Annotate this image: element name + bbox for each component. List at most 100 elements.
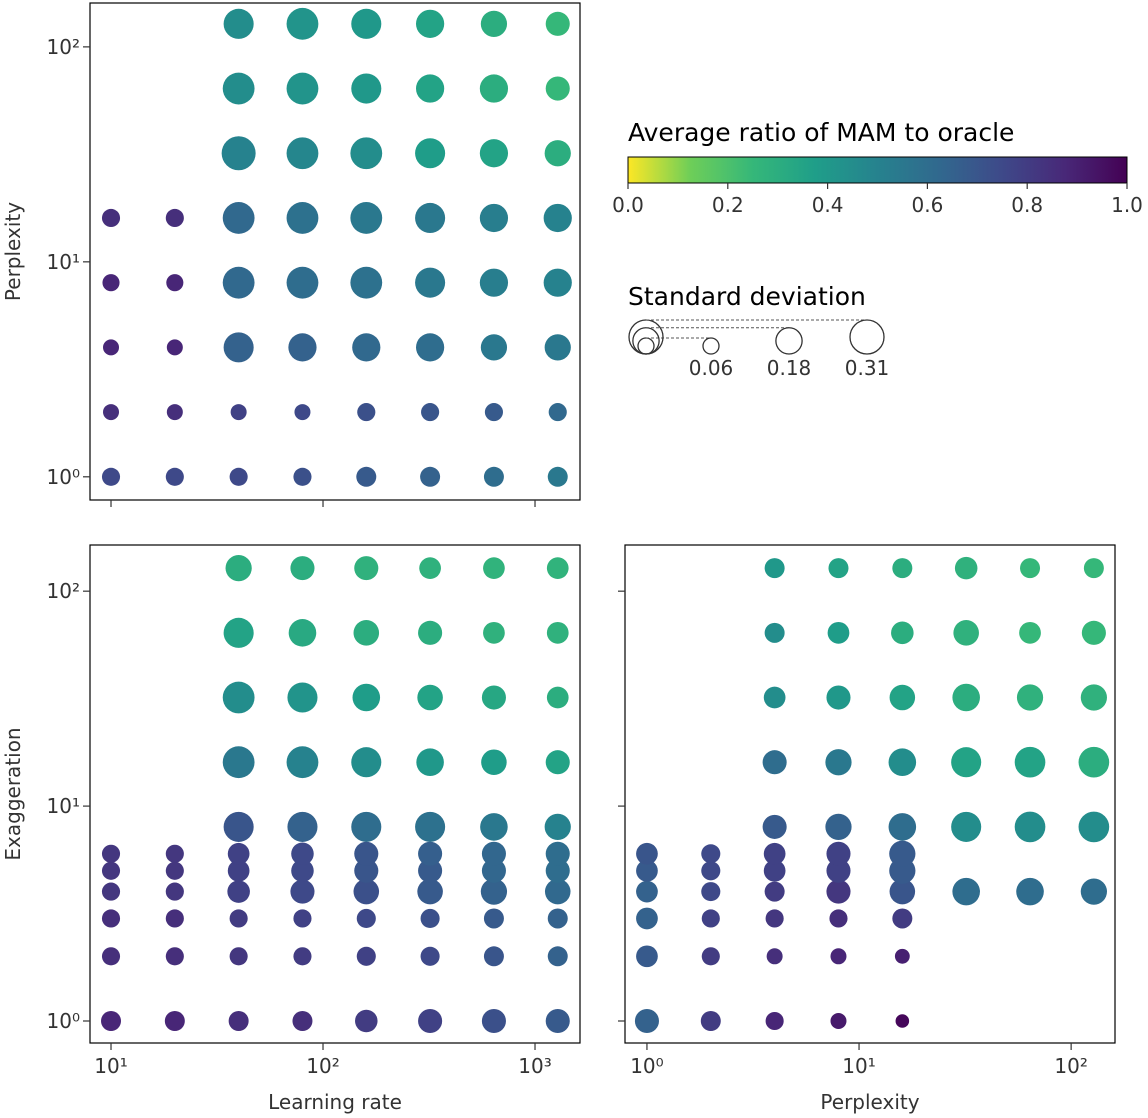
point: [415, 333, 445, 362]
point: [229, 947, 248, 966]
point: [701, 882, 721, 902]
point: [228, 1010, 249, 1031]
point: [350, 266, 383, 299]
point: [483, 466, 504, 487]
point: [1016, 877, 1044, 906]
point: [222, 72, 255, 105]
point: [826, 685, 851, 710]
point: [101, 208, 121, 228]
point: [287, 682, 318, 713]
point: [545, 1008, 570, 1034]
panel: 10⁰ 10¹ 10² Perplexity: [618, 544, 1116, 1114]
point: [293, 909, 312, 928]
x-axis-label: Perplexity: [820, 1090, 919, 1114]
point: [479, 139, 509, 168]
point: [101, 882, 121, 901]
point: [481, 685, 506, 710]
x-axis-label: Learning rate: [268, 1090, 402, 1114]
point: [1020, 558, 1041, 579]
point: [951, 811, 982, 842]
point: [223, 811, 254, 842]
y-tick-label: 10⁰: [47, 465, 80, 489]
point: [102, 274, 120, 292]
y-tick-label: 10²: [47, 579, 80, 603]
point: [227, 859, 250, 882]
point: [166, 274, 184, 292]
size-legend-nested: [637, 337, 655, 355]
y-axis-label: Perplexity: [1, 202, 25, 301]
point: [294, 404, 311, 421]
point: [351, 747, 382, 778]
point: [634, 1008, 659, 1034]
point: [227, 842, 250, 865]
point: [223, 617, 254, 648]
point: [351, 811, 382, 842]
point: [892, 558, 913, 579]
point: [356, 466, 377, 487]
point: [293, 467, 312, 486]
point: [480, 334, 508, 361]
point: [223, 332, 254, 363]
point: [827, 621, 850, 644]
size-legend-marker: [702, 337, 720, 355]
point: [415, 138, 446, 169]
point: [357, 403, 376, 422]
point: [293, 947, 312, 966]
point: [290, 879, 315, 904]
point: [544, 140, 571, 167]
point: [419, 557, 441, 579]
point: [225, 555, 252, 582]
size-legend-label: 0.18: [767, 356, 812, 380]
point: [543, 268, 572, 297]
point: [165, 208, 184, 228]
colorbar-tick-label: 0.8: [1011, 193, 1043, 217]
point: [954, 556, 978, 580]
point: [101, 861, 121, 880]
point: [1019, 621, 1041, 644]
point: [544, 813, 571, 841]
point: [229, 909, 248, 928]
point: [701, 909, 720, 928]
point: [287, 811, 318, 842]
point: [222, 681, 255, 714]
point: [420, 908, 440, 928]
colorbar-title: Average ratio of MAM to oracle: [628, 118, 1014, 147]
point: [165, 467, 184, 486]
point: [765, 1011, 784, 1031]
point: [415, 811, 446, 842]
point: [350, 137, 383, 170]
point: [103, 339, 120, 356]
point: [418, 858, 443, 883]
point: [545, 750, 570, 775]
point: [286, 746, 319, 779]
point: [222, 746, 255, 779]
point: [288, 619, 317, 647]
point: [101, 1010, 122, 1031]
point: [762, 814, 787, 839]
point: [828, 558, 849, 579]
point: [480, 813, 508, 841]
point: [764, 881, 785, 902]
point: [354, 858, 379, 883]
point: [101, 844, 121, 863]
point: [1080, 878, 1107, 905]
y-tick-label: 10⁰: [47, 1009, 80, 1033]
point: [1014, 746, 1046, 778]
colorbar-tick-label: 0.4: [812, 193, 844, 217]
point: [765, 909, 784, 928]
point: [165, 882, 184, 901]
point: [545, 841, 570, 866]
point: [286, 137, 319, 170]
point: [353, 878, 380, 905]
y-tick-label: 10¹: [47, 794, 80, 818]
point: [286, 72, 319, 105]
panel: 10¹ 10² 10³ 10⁰ 10¹ 10² Learning rate Exaggerat…: [1, 544, 581, 1114]
point: [825, 813, 852, 841]
y-tick-label: 10²: [47, 35, 80, 59]
point: [420, 946, 440, 966]
point: [479, 203, 509, 233]
point: [701, 947, 720, 966]
size-legend-marker: [849, 319, 885, 355]
point: [291, 842, 314, 866]
x-tick-label: 10¹: [842, 1054, 875, 1078]
